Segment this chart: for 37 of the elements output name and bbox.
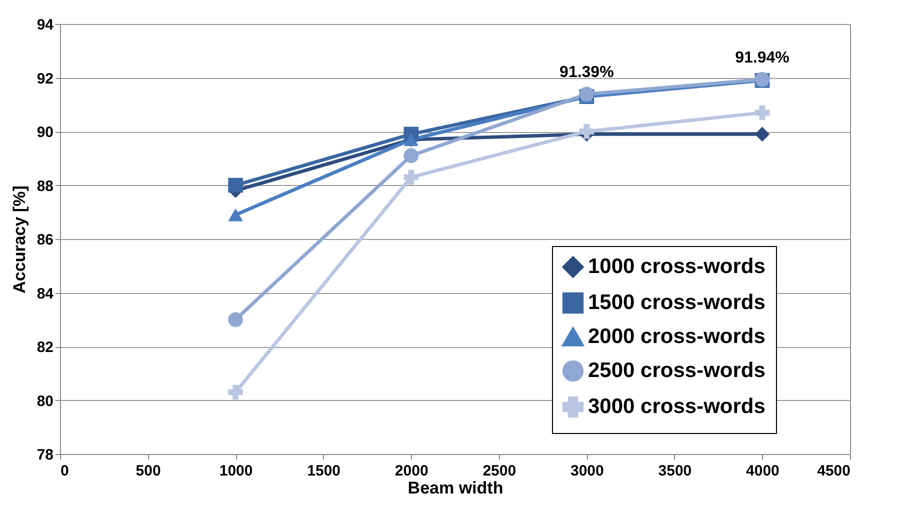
data-label: 91.39% (560, 64, 614, 82)
legend-label: 2000 cross-words (588, 325, 766, 348)
point (404, 148, 419, 164)
point (754, 105, 770, 120)
point (404, 170, 419, 185)
y-tick-label: 86 (36, 232, 54, 248)
y-tick-label: 92 (36, 70, 54, 88)
point (579, 124, 594, 139)
x-tick-label: 500 (136, 462, 161, 480)
y-tick-label: 78 (36, 446, 54, 464)
x-tick-label: 4500 (817, 462, 850, 480)
x-tick-label: 0 (60, 462, 69, 480)
point (228, 384, 243, 400)
legend-label: 2500 cross-words (588, 359, 766, 382)
point (228, 312, 243, 328)
y-axis-title: Accuracy [%] (10, 186, 29, 294)
data-label: 91.94% (735, 49, 790, 66)
legend-label: 1000 cross-words (588, 255, 766, 278)
y-tick-label: 80 (36, 392, 54, 410)
point (228, 208, 243, 222)
x-tick-label: 2000 (394, 462, 428, 480)
x-axis-title: Beam width (408, 478, 504, 498)
x-tick-label: 2500 (482, 462, 516, 480)
legend-label: 3000 cross-words (588, 395, 766, 418)
x-tick-label: 1000 (219, 462, 253, 480)
y-tick-label: 90 (36, 124, 54, 141)
y-tick-label: 82 (36, 339, 54, 356)
y-tick-label: 88 (36, 178, 54, 195)
y-tick-label: 94 (36, 16, 54, 34)
x-tick-label: 1500 (307, 462, 341, 480)
y-tick-label: 84 (36, 285, 54, 302)
x-tick-label: 3500 (658, 462, 692, 480)
x-tick-label: 4000 (746, 462, 780, 480)
x-tick-label: 3000 (570, 462, 604, 480)
point (228, 178, 243, 193)
legend-label: 1500 cross-words (588, 291, 766, 314)
point (754, 126, 770, 142)
